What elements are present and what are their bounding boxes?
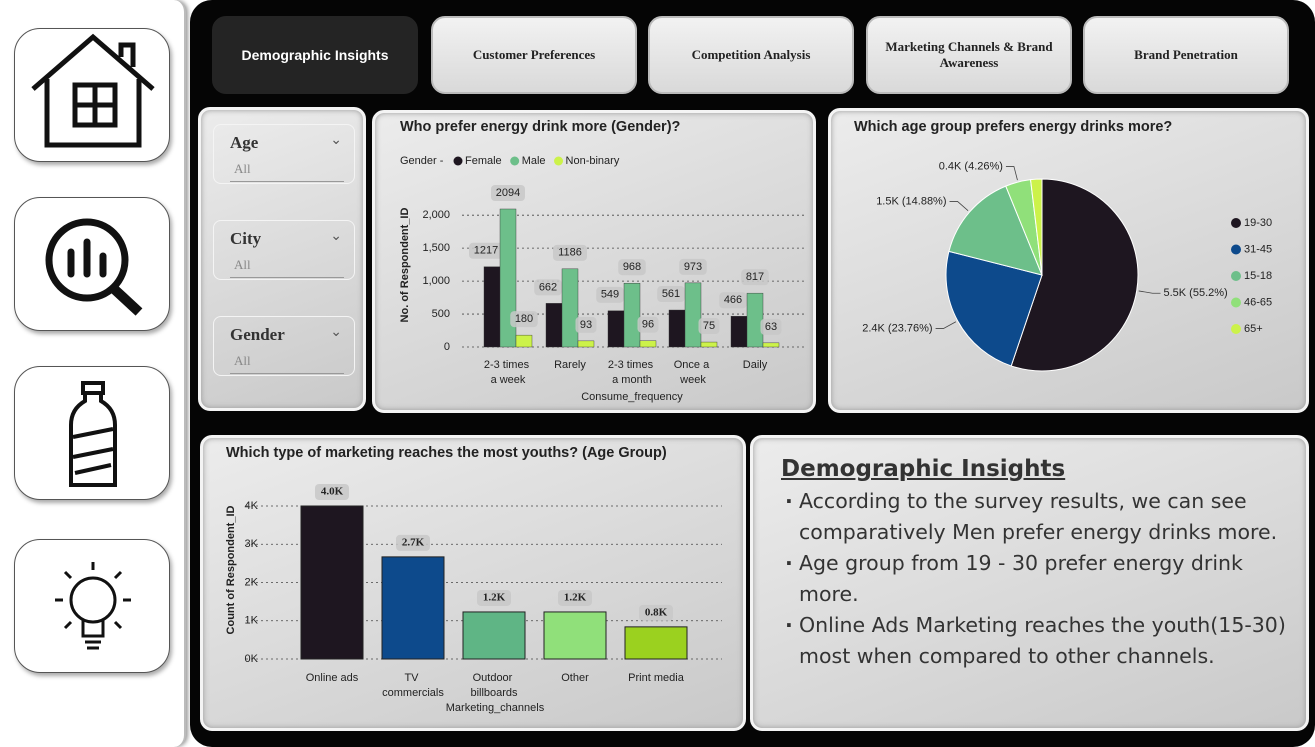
home-icon: [31, 33, 155, 148]
insights-title: Demographic Insights: [781, 456, 1066, 482]
sidebar: [0, 0, 186, 747]
filter-value: All: [230, 257, 344, 278]
product-nav[interactable]: [14, 366, 170, 500]
tab[interactable]: Brand Penetration: [1083, 16, 1289, 94]
filter-label: City: [230, 229, 262, 248]
filter[interactable]: City All ⌄: [213, 220, 355, 280]
insights-list: According to the survey results, we can …: [781, 486, 1286, 672]
insight-point: Age group from 19 - 30 prefer energy dri…: [781, 548, 1286, 610]
filter-label: Age: [230, 133, 259, 152]
home-nav[interactable]: [14, 28, 170, 162]
filter-value: All: [230, 161, 344, 182]
bulb-icon: [55, 562, 131, 650]
tab[interactable]: Demographic Insights: [212, 16, 418, 94]
bottle-icon: [69, 381, 117, 487]
insight-point: Online Ads Marketing reaches the youth(1…: [781, 610, 1286, 672]
chevron: ⌄: [330, 227, 342, 243]
ideas-nav[interactable]: [14, 539, 170, 673]
insight-point: According to the survey results, we can …: [781, 486, 1286, 548]
age-panel: [828, 108, 1309, 413]
analysis-icon: [45, 218, 143, 316]
analysis-nav[interactable]: [14, 197, 170, 331]
chevron: ⌄: [330, 323, 342, 339]
filter-value: All: [230, 353, 344, 374]
chevron: ⌄: [330, 131, 342, 147]
insights-panel: Demographic Insights According to the su…: [750, 435, 1309, 731]
filter-panel: Age All ⌄ City All ⌄ Gender All ⌄: [198, 107, 366, 411]
marketing-panel: [200, 435, 746, 731]
tab[interactable]: Marketing Channels & Brand Awareness: [866, 16, 1072, 94]
filter[interactable]: Gender All ⌄: [213, 316, 355, 376]
filter[interactable]: Age All ⌄: [213, 124, 355, 184]
tab[interactable]: Customer Preferences: [431, 16, 637, 94]
filter-label: Gender: [230, 325, 285, 344]
tab[interactable]: Competition Analysis: [648, 16, 854, 94]
gender-panel: [372, 110, 816, 413]
